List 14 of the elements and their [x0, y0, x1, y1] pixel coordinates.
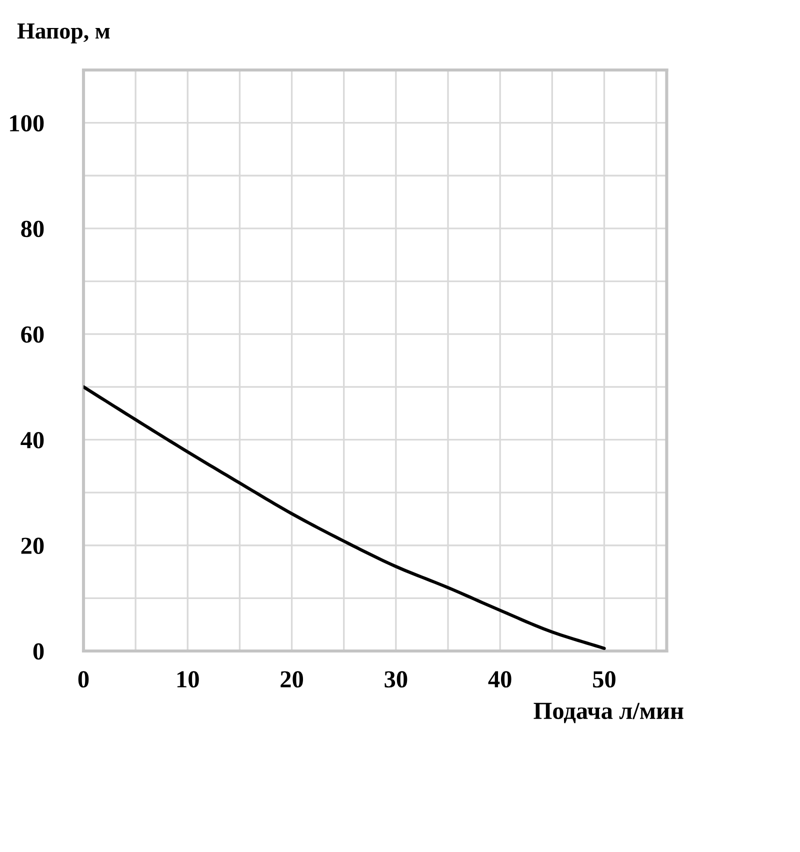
x-tick-label: 40 — [488, 671, 512, 688]
x-tick-label: 30 — [384, 671, 408, 688]
y-tick-label: 40 — [20, 432, 44, 448]
x-tick-label: 20 — [280, 671, 304, 688]
y-tick-label: 0 — [33, 643, 44, 660]
y-tick-label: 100 — [10, 115, 44, 132]
x-tick-label: 10 — [177, 671, 199, 688]
y-tick-label: 20 — [21, 538, 44, 554]
x-tick-label: 50 — [593, 671, 616, 688]
x-tick-label: 0 — [78, 671, 89, 688]
y-tick-label: 60 — [21, 326, 44, 343]
y-axis-title: Напор, м — [17, 24, 110, 44]
x-axis-title: Подача л/мин — [534, 702, 684, 724]
y-tick-label: 80 — [21, 220, 44, 238]
